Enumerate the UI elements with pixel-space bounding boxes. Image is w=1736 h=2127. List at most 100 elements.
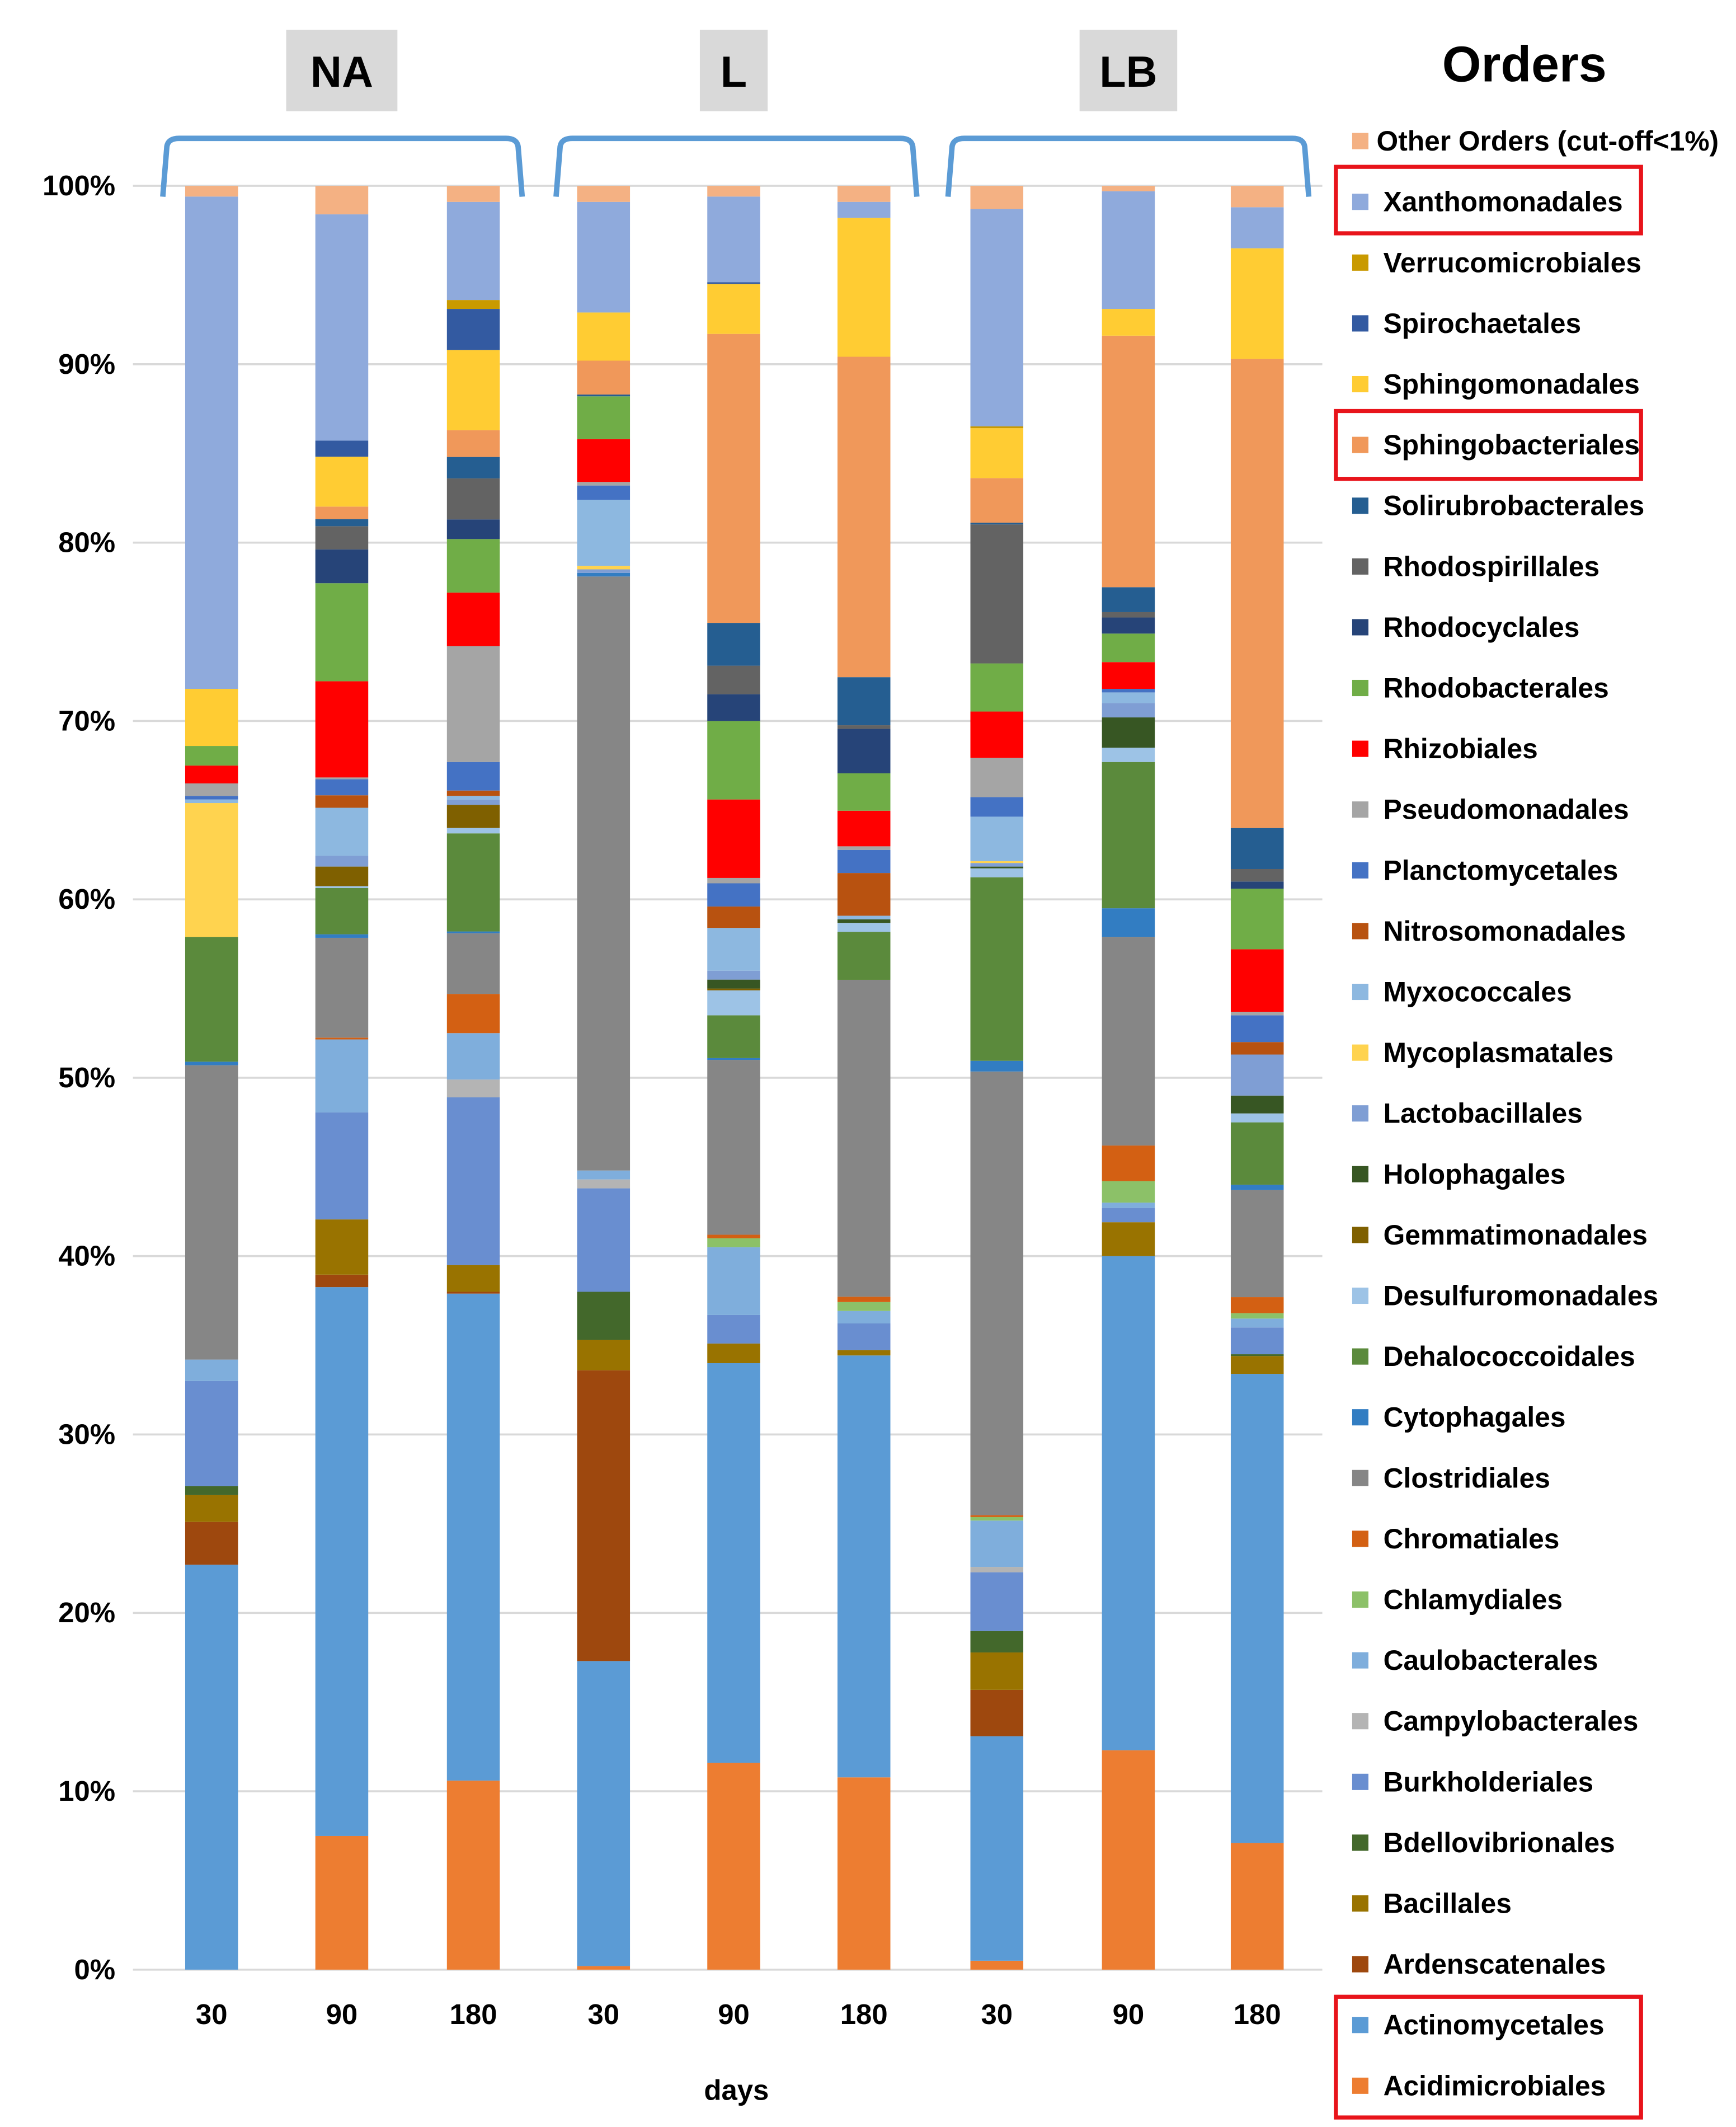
- bar-segment-acidimicrobiales: [577, 1966, 631, 1970]
- bar-segment-bacillales: [1230, 1356, 1284, 1374]
- bar-segment-other-orders-cut-off: [577, 186, 631, 202]
- legend-swatch: [1352, 862, 1368, 879]
- bar-segment-clostridiales: [970, 1071, 1024, 1515]
- x-tick-label: 30: [587, 1998, 619, 2030]
- bar-segment-chromatiales: [1102, 1145, 1155, 1181]
- bar-segment-planctomycetales: [446, 762, 500, 791]
- legend-item: Rhodocyclales: [1352, 612, 1579, 643]
- bar-segment-rhodobacterales: [577, 396, 631, 439]
- legend-label: Ardenscatenales: [1384, 1948, 1606, 1980]
- bar-segment-sphingomonadales: [970, 428, 1024, 478]
- legend-swatch: [1352, 254, 1368, 271]
- legend-swatch: [1352, 1348, 1368, 1365]
- y-tick-label: 60%: [58, 883, 115, 915]
- bar-segment-spirochaetales: [446, 309, 500, 350]
- legend-item: Pseudomonadales: [1352, 794, 1629, 825]
- bar-segment-acidimicrobiales: [707, 1763, 760, 1970]
- legend-highlight-box: [1334, 165, 1643, 236]
- bar-segment-actinomycetales: [707, 1363, 760, 1763]
- legend-swatch: [1352, 1469, 1368, 1486]
- bar-stack: [837, 186, 891, 1970]
- legend-item: Caulobacterales: [1352, 1645, 1598, 1676]
- y-tick-label: 10%: [58, 1775, 115, 1807]
- bar-segment-caulobacterales: [446, 1033, 500, 1080]
- legend-label: Cytophagales: [1384, 1402, 1566, 1433]
- bar-segment-ardenscatenales: [577, 1370, 631, 1661]
- bar-segment-solirubrobacterales: [970, 522, 1024, 525]
- bar-segment-pseudomonadales: [970, 758, 1024, 797]
- bar-segment-sphingobacteriales: [837, 356, 891, 678]
- legend-swatch: [1352, 801, 1368, 818]
- legend-item: Sphingomonadales: [1352, 368, 1640, 400]
- bar-segment-bacillales: [837, 1350, 891, 1356]
- bar-segment-burkholderiales: [315, 1112, 369, 1220]
- legend-label: Planctomycetales: [1384, 854, 1619, 886]
- legend-swatch: [1352, 1895, 1368, 1912]
- legend-label: Gemmatimonadales: [1384, 1219, 1648, 1251]
- legend-swatch: [1352, 923, 1368, 940]
- bar-segment-rhodobacterales: [315, 583, 369, 682]
- bar-segment-dehalococcoidales: [707, 1015, 760, 1058]
- legend-swatch: [1352, 558, 1368, 575]
- bar-segment-gemmatimonadales: [707, 988, 760, 990]
- legend-item: Sphingobacteriales: [1352, 429, 1640, 461]
- bar-segment-dehalococcoidales: [837, 932, 891, 980]
- legend-label: Sphingobacteriales: [1384, 429, 1640, 461]
- legend-label: Bacillales: [1384, 1887, 1512, 1919]
- legend-label: Spirochaetales: [1384, 308, 1581, 339]
- bar-segment-planctomycetales: [837, 849, 891, 874]
- bar-segment-planctomycetales: [707, 883, 760, 907]
- bar-segment-xanthomonadales: [577, 201, 631, 313]
- bar-segment-xanthomonadales: [707, 196, 760, 283]
- bar-segment-rhodocyclales: [315, 549, 369, 584]
- legend-label: Holophagales: [1384, 1158, 1566, 1190]
- x-axis-tick-labels: 30 90 180 30 90 180 30 90 180: [196, 1998, 1281, 2030]
- legend-label: Pseudomonadales: [1384, 794, 1629, 825]
- bar-segment-myxococcales: [446, 796, 500, 800]
- bar-segment-chlamydiales: [1102, 1181, 1155, 1203]
- bar-segment-sphingomonadales: [315, 457, 369, 507]
- bar-segment-cytophagales: [970, 1060, 1024, 1072]
- bar-segment-bacillales: [970, 1652, 1024, 1690]
- bar-segment-burkholderiales: [837, 1323, 891, 1350]
- bar-segment-cytophagales: [315, 934, 369, 938]
- legend-title: Orders: [1442, 36, 1607, 92]
- bar-segment-bacillales: [577, 1340, 631, 1370]
- bar-segment-lactobacillales: [446, 799, 500, 805]
- legend-swatch: [1352, 1773, 1368, 1790]
- legend-swatch: [1352, 1591, 1368, 1608]
- bar-segment-solirubrobacterales: [1230, 828, 1284, 869]
- legend-label: Xanthomonadales: [1384, 186, 1623, 218]
- group-bracket: [160, 135, 525, 197]
- bar-stack: [446, 186, 500, 1970]
- bar-segment-sphingobacteriales: [1230, 359, 1284, 828]
- bar-segment-dehalococcoidales: [1102, 762, 1155, 909]
- bar-segment-solirubrobacterales: [707, 623, 760, 666]
- bar-segment-solirubrobacterales: [577, 395, 631, 397]
- legend-item: Chromatiales: [1352, 1523, 1559, 1555]
- bar-segment-actinomycetales: [446, 1293, 500, 1781]
- bar-segment-campylobacterales: [577, 1179, 631, 1189]
- bar-segment-rhizobiales: [837, 810, 891, 847]
- bar-segment-caulobacterales: [1230, 1318, 1284, 1328]
- legend-swatch: [1352, 679, 1368, 697]
- bar-segment-rhizobiales: [185, 766, 238, 783]
- bar-segment-myxococcales: [1102, 692, 1155, 703]
- group-label: LB: [1099, 48, 1157, 96]
- bar-segment-rhodospirillales: [837, 725, 891, 729]
- legend-item: Xanthomonadales: [1352, 186, 1623, 218]
- group-label: NA: [310, 48, 373, 96]
- legend-label: Acidimicrobiales: [1384, 2070, 1606, 2101]
- bar-segment-chromatiales: [1230, 1297, 1284, 1313]
- legend-swatch: [1352, 983, 1368, 1001]
- legend-label: Nitrosomonadales: [1384, 915, 1626, 947]
- legend-item: Cytophagales: [1352, 1402, 1566, 1433]
- legend-swatch: [1352, 194, 1368, 210]
- legend-label: Chlamydiales: [1384, 1584, 1563, 1615]
- bar-segment-lactobacillales: [315, 856, 369, 867]
- y-tick-label: 20%: [58, 1597, 115, 1628]
- bar-segment-sphingobacteriales: [577, 360, 631, 395]
- legend-item: Rhodobacterales: [1352, 672, 1609, 703]
- bar-segment-xanthomonadales: [1102, 191, 1155, 309]
